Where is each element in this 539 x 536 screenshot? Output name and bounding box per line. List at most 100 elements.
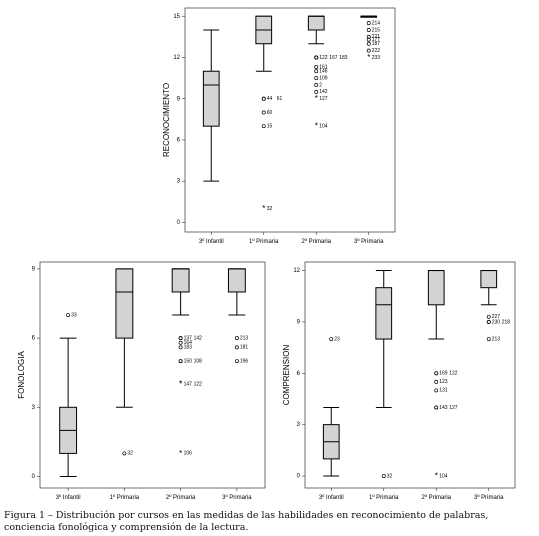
outlier-label: 60 <box>267 110 273 116</box>
outlier-label: 127 <box>319 96 328 102</box>
outlier <box>314 83 319 87</box>
x-tick-label: 1º Primaria <box>110 494 140 501</box>
y-tick-label: 9 <box>32 266 36 272</box>
outlier <box>234 336 239 341</box>
outlier-label: 106 <box>184 451 193 457</box>
outlier <box>366 28 371 32</box>
x-tick-label: 1º Primaria <box>249 238 279 245</box>
x-tick-label: 3º Infantil <box>319 494 344 501</box>
outlier-label: 164 <box>184 340 193 346</box>
outlier <box>261 96 266 101</box>
outlier-label: 214 <box>372 20 381 26</box>
outlier <box>234 345 239 350</box>
y-axis-label: FONOLOGIA <box>17 351 26 399</box>
outlier-label: 104 <box>439 473 448 479</box>
outlier-extreme: * <box>179 380 182 389</box>
outlier <box>66 313 71 317</box>
outlier-extreme: * <box>367 53 370 62</box>
y-tick-label: 0 <box>297 474 301 480</box>
outlier <box>178 336 183 341</box>
outlier <box>434 379 439 384</box>
outlier <box>314 76 319 81</box>
outlier-label: 122 <box>319 55 328 61</box>
outlier-label: 181 <box>240 345 249 351</box>
outlier-label: 142 <box>194 335 203 341</box>
outlier <box>366 41 371 46</box>
outlier <box>178 340 183 345</box>
y-tick-label: 6 <box>177 138 181 144</box>
figure: RECONOCIMIENTO 0 3 6 9 12 15 3º Infantil 1º Prim… <box>17 7 516 501</box>
outlier <box>486 319 491 324</box>
outlier-label: 2 <box>319 82 322 88</box>
y-tick-label: 9 <box>177 96 181 102</box>
outlier-label: 23 <box>334 336 340 342</box>
outlier <box>314 55 319 60</box>
outlier <box>329 337 334 341</box>
box <box>115 268 134 339</box>
box <box>375 287 393 340</box>
y-tick-label: 9 <box>297 320 301 326</box>
outlier-label: 221 <box>372 34 381 40</box>
y-tick-label: 3 <box>32 405 36 411</box>
outlier-label: 142 <box>319 89 328 95</box>
box <box>171 268 190 293</box>
outlier-label: 183 <box>339 55 348 61</box>
outlier <box>178 359 183 364</box>
outlier-extreme: * <box>315 94 318 103</box>
outlier-label: 167 <box>329 55 338 61</box>
outlier-label: 122 <box>449 371 458 377</box>
x-tick-label: 3º Infantil <box>199 238 224 245</box>
box <box>307 15 325 31</box>
outlier <box>366 37 371 42</box>
plot-frame <box>184 7 396 233</box>
x-tick-label: 3º Primaria <box>354 238 384 245</box>
y-tick-label: 6 <box>32 336 36 342</box>
outlier-label: 127 <box>449 405 458 411</box>
y-tick-label: 15 <box>173 14 180 20</box>
y-tick-label: 0 <box>177 220 181 226</box>
outlier-label: 44 <box>267 96 273 102</box>
outlier-extreme: * <box>435 472 438 481</box>
x-tick-label: 2º Primaria <box>301 238 331 245</box>
box <box>227 268 246 293</box>
outlier-label: 213 <box>240 335 249 341</box>
y-tick-label: 12 <box>173 55 180 61</box>
outlier-label: 123 <box>439 379 448 385</box>
outlier <box>261 110 266 115</box>
outlier-label: 33 <box>71 312 77 318</box>
outlier-label: 150 <box>184 358 193 364</box>
y-tick-label: 3 <box>297 422 301 428</box>
outlier-label: 230 <box>492 319 501 325</box>
box <box>427 270 445 306</box>
outlier-label: 183 <box>184 345 193 351</box>
outlier <box>486 337 491 341</box>
outlier <box>314 69 319 74</box>
outlier <box>366 48 371 53</box>
outlier <box>314 65 319 70</box>
outlier <box>366 34 371 39</box>
outlier <box>261 124 266 129</box>
y-tick-label: 12 <box>293 268 300 274</box>
outlier-label: 215 <box>372 27 381 33</box>
outlier <box>122 451 127 456</box>
outlier-label: 196 <box>240 358 249 364</box>
y-axis-label: RECONOCIMIENTO <box>162 83 171 157</box>
outlier-label: 109 <box>319 75 328 81</box>
outlier-label: 147 <box>184 382 193 388</box>
outlier <box>434 371 439 376</box>
y-tick-label: 3 <box>177 179 181 185</box>
outlier-label: 137 <box>184 335 193 341</box>
outlier <box>178 345 183 350</box>
x-tick-label: 3º Primaria <box>474 494 504 501</box>
outlier-label: 32 <box>387 473 393 479</box>
outlier <box>434 388 439 393</box>
outlier <box>434 405 439 410</box>
outlier <box>486 314 491 319</box>
outlier-label: 32 <box>127 451 133 457</box>
outlier <box>314 89 319 94</box>
outlier-label: 131 <box>439 388 448 394</box>
outlier-extreme: * <box>315 122 318 131</box>
outlier-label: 222 <box>372 48 381 54</box>
outlier-extreme: * <box>262 204 265 213</box>
